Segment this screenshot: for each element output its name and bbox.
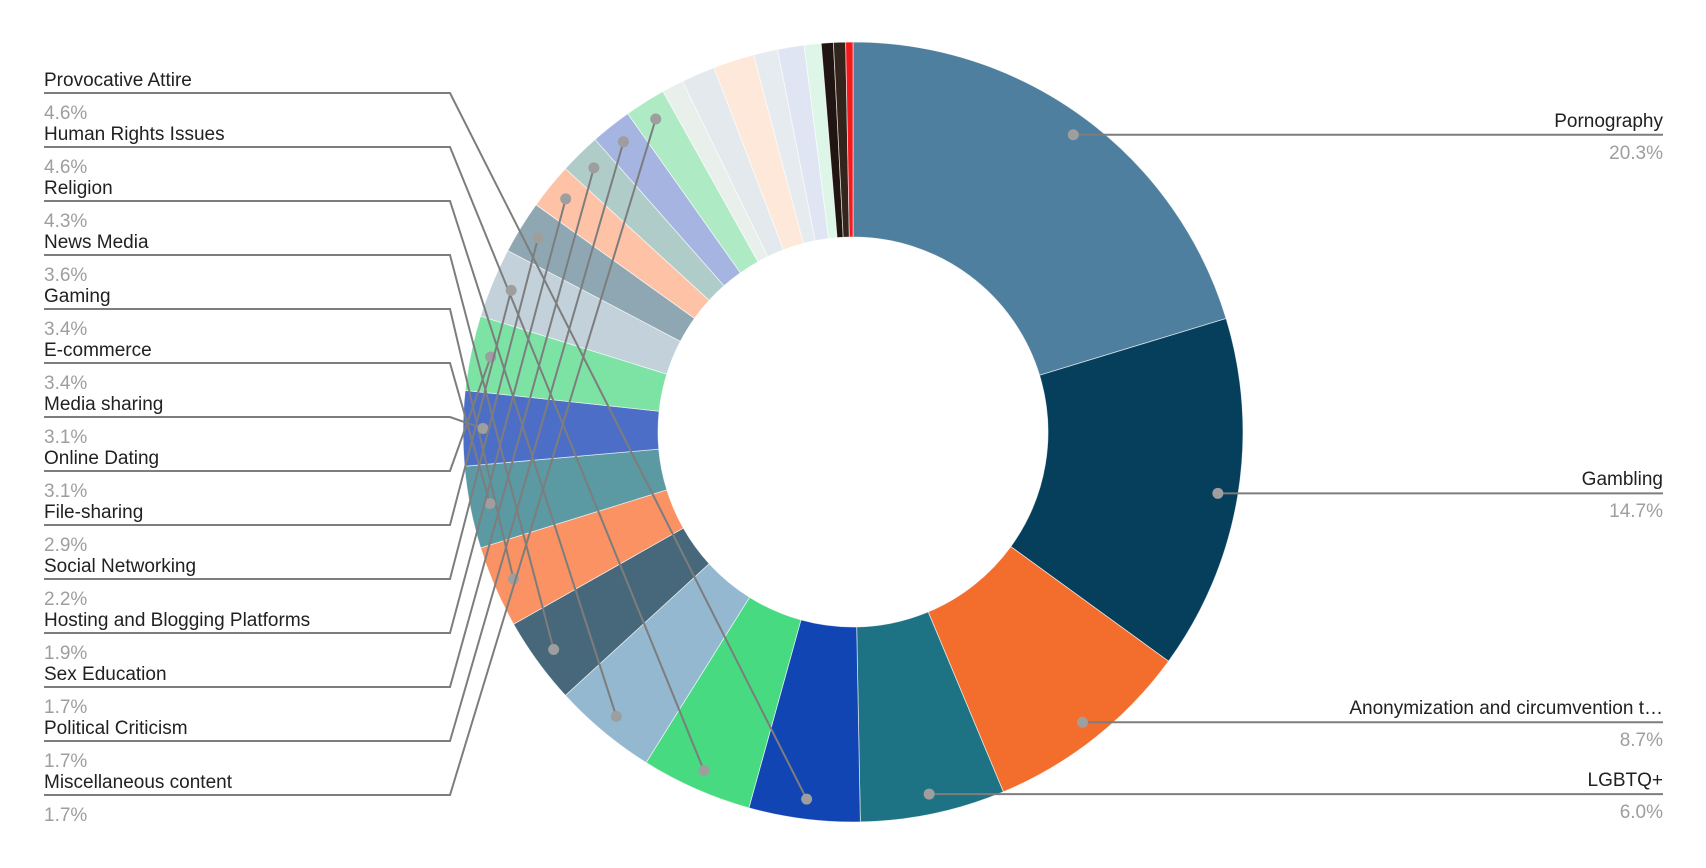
slice-label-human-rights-issues: Human Rights Issues <box>44 124 225 145</box>
slice-percent-sex-education: 1.7% <box>44 697 88 718</box>
slice-percent-e-commerce: 3.4% <box>44 373 88 394</box>
leader-line-file-sharing <box>44 290 513 526</box>
leader-dot-anonymization-and-circumvention-t <box>1077 716 1089 728</box>
leader-dot-media-sharing <box>477 423 489 435</box>
donut-slices <box>462 41 1244 823</box>
leader-line-political-criticism <box>44 141 625 742</box>
leader-dot-human-rights-issues <box>698 765 710 777</box>
slice-percent-pornography: 20.3% <box>1609 142 1663 164</box>
leader-dot-political-criticism <box>617 136 629 148</box>
leader-dot-miscellaneous-content <box>650 113 662 125</box>
slice-label-social-networking: Social Networking <box>44 556 197 577</box>
slice-label-media-sharing: Media sharing <box>44 394 164 415</box>
leader-dot-pornography <box>1067 129 1079 141</box>
slice-label-news-media: News Media <box>44 232 149 253</box>
leader-line-online-dating <box>44 356 492 472</box>
leader-line-religion <box>44 200 618 717</box>
slice-percent-lgbtq: 6.0% <box>1619 802 1663 824</box>
leader-line-sex-education <box>44 167 595 688</box>
slice-pornography[interactable] <box>852 41 1227 376</box>
slice-label-e-commerce: E-commerce <box>44 340 152 361</box>
leader-dot-e-commerce <box>484 498 496 510</box>
leader-dot-social-networking <box>532 232 544 244</box>
slice-label-sex-education: Sex Education <box>44 664 167 685</box>
slice-percent-file-sharing: 2.9% <box>44 535 88 556</box>
leader-line-gaming <box>44 308 515 580</box>
leader-dot-religion <box>610 710 622 722</box>
leader-line-miscellaneous-content <box>44 118 657 796</box>
slice-percent-anonymization-and-circumvention-t: 8.7% <box>1619 730 1663 752</box>
slice-percent-media-sharing: 3.1% <box>44 427 88 448</box>
slice-unlabeled[interactable] <box>845 41 854 238</box>
slice-percent-gambling: 14.7% <box>1609 501 1663 523</box>
slice-label-miscellaneous-content: Miscellaneous content <box>44 772 232 793</box>
leader-line-e-commerce <box>44 362 491 504</box>
leader-line-provocative-attire <box>44 92 808 800</box>
leader-dot-hosting-and-blogging-platforms <box>560 193 572 205</box>
leader-dot-sex-education <box>588 162 600 174</box>
slice-percent-miscellaneous-content: 1.7% <box>44 805 88 826</box>
slice-label-anonymization-and-circumvention-t: Anonymization and circumvention t… <box>1349 698 1663 720</box>
slice-percent-social-networking: 2.2% <box>44 589 88 610</box>
leader-line-hosting-and-blogging-platforms <box>44 198 567 634</box>
slice-label-pornography: Pornography <box>1554 110 1663 132</box>
leader-dot-news-media <box>548 643 560 655</box>
slice-label-online-dating: Online Dating <box>44 448 160 469</box>
slice-label-hosting-and-blogging-platforms: Hosting and Blogging Platforms <box>44 610 311 631</box>
leader-dot-gambling <box>1212 487 1224 499</box>
leader-dot-lgbtq <box>923 788 935 800</box>
leader-dot-file-sharing <box>505 284 517 296</box>
leader-line-news-media <box>44 254 555 650</box>
slice-label-gambling: Gambling <box>1581 469 1663 491</box>
slice-percent-hosting-and-blogging-platforms: 1.9% <box>44 643 88 664</box>
leader-line-human-rights-issues <box>44 146 705 772</box>
leader-dot-provocative-attire <box>801 793 813 805</box>
slice-label-religion: Religion <box>44 178 113 199</box>
slice-percent-human-rights-issues: 4.6% <box>44 157 88 178</box>
leader-line-media-sharing <box>44 416 484 430</box>
slice-percent-religion: 4.3% <box>44 211 88 232</box>
slice-label-lgbtq: LGBTQ+ <box>1587 770 1664 792</box>
slice-percent-provocative-attire: 4.6% <box>44 103 88 124</box>
slice-percent-political-criticism: 1.7% <box>44 751 88 772</box>
leader-lines <box>44 92 1663 805</box>
slice-label-political-criticism: Political Criticism <box>44 718 188 739</box>
leader-line-social-networking <box>44 237 540 580</box>
slice-label-gaming: Gaming <box>44 286 111 307</box>
slice-percent-news-media: 3.6% <box>44 265 88 286</box>
slice-label-file-sharing: File-sharing <box>44 502 144 523</box>
slice-percent-gaming: 3.4% <box>44 319 88 340</box>
slice-gambling[interactable] <box>1010 317 1244 662</box>
slice-label-provocative-attire: Provocative Attire <box>44 70 192 91</box>
slice-percent-online-dating: 3.1% <box>44 481 88 502</box>
